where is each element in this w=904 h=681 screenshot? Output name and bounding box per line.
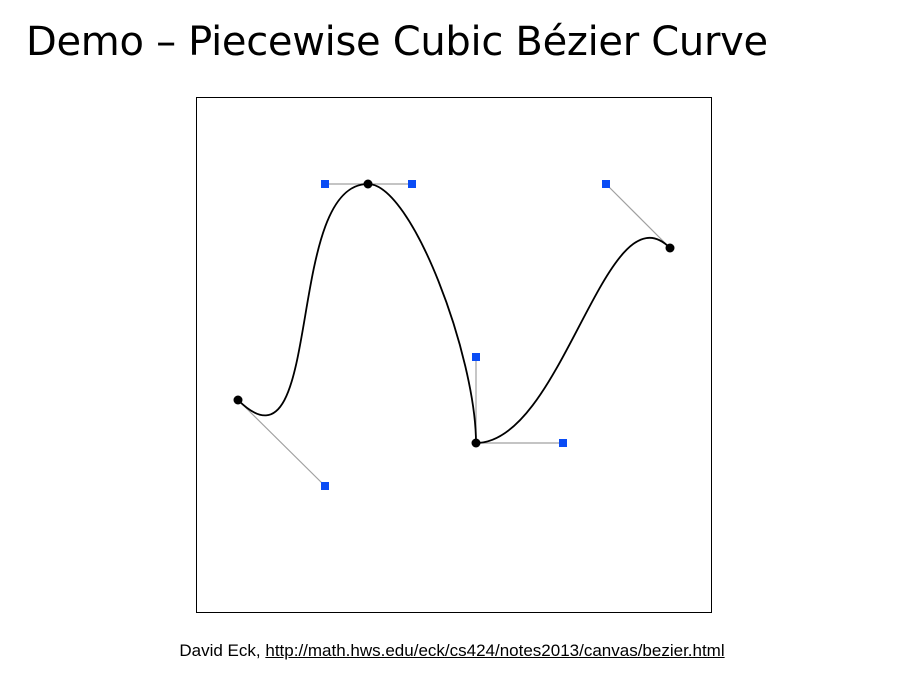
- control-point-handle[interactable]: [321, 482, 329, 490]
- control-points[interactable]: [321, 180, 610, 490]
- slide-title: Demo – Piecewise Cubic Bézier Curve: [26, 19, 768, 65]
- bezier-canvas[interactable]: [196, 97, 712, 613]
- anchor-point[interactable]: [233, 395, 243, 405]
- credit-author: David Eck,: [179, 641, 261, 660]
- control-point-handle[interactable]: [559, 439, 567, 447]
- anchor-points[interactable]: [233, 179, 675, 448]
- credit-line: David Eck, http://math.hws.edu/eck/cs424…: [0, 640, 904, 662]
- anchor-point[interactable]: [363, 179, 373, 189]
- control-point-handle[interactable]: [408, 180, 416, 188]
- bezier-drawing[interactable]: [197, 98, 711, 612]
- control-lines: [237, 183, 671, 487]
- control-point-handle[interactable]: [602, 180, 610, 188]
- credit-link[interactable]: http://math.hws.edu/eck/cs424/notes2013/…: [265, 641, 725, 660]
- control-line-1: [237, 399, 326, 487]
- control-point-handle[interactable]: [321, 180, 329, 188]
- control-line-5: [605, 183, 671, 249]
- anchor-point[interactable]: [665, 243, 675, 253]
- control-point-handle[interactable]: [472, 353, 480, 361]
- anchor-point[interactable]: [471, 438, 481, 448]
- bezier-curve: [237, 183, 671, 444]
